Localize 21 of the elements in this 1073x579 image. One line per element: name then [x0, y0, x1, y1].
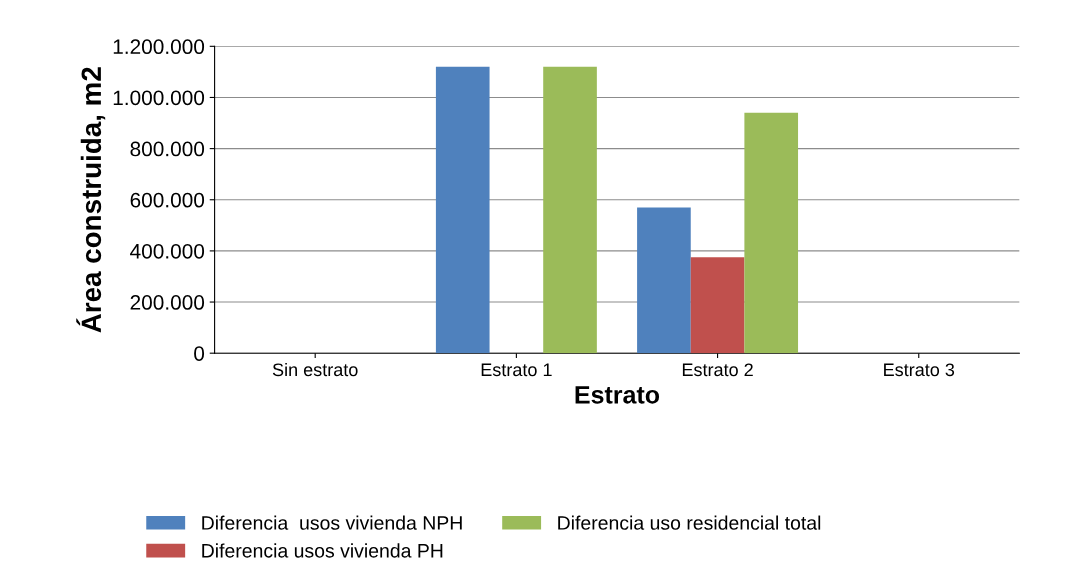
bar: [543, 66, 597, 354]
y-tick-label: 800.000: [130, 141, 205, 157]
x-tick-label: Estrato 1: [481, 363, 552, 377]
legend-label: Diferencia uso residencial total: [558, 515, 821, 530]
legend-label: Diferencia usos vivienda PH: [202, 543, 443, 558]
x-tick-label: Sin estrato: [272, 362, 358, 377]
bar: [690, 257, 745, 354]
y-tick-label: 0: [194, 346, 205, 361]
y-axis-title: Área construida, m2: [76, 67, 106, 333]
bar: [744, 112, 799, 354]
y-tick-label: 1.000.000: [113, 90, 205, 106]
x-tick-label: Estrato 3: [884, 363, 955, 377]
x-axis-title: Estrato: [575, 386, 660, 404]
x-tick-label: Estrato 2: [682, 363, 753, 377]
y-tick-label: 1.200.000: [113, 39, 205, 55]
y-tick-label: 600.000: [130, 192, 205, 208]
y-tick-label: 400.000: [130, 243, 205, 259]
y-tick-label: 200.000: [130, 295, 205, 310]
bar: [435, 66, 490, 354]
legend-label: Diferencia usos vivienda NPH: [202, 515, 462, 530]
bar: [637, 207, 691, 354]
